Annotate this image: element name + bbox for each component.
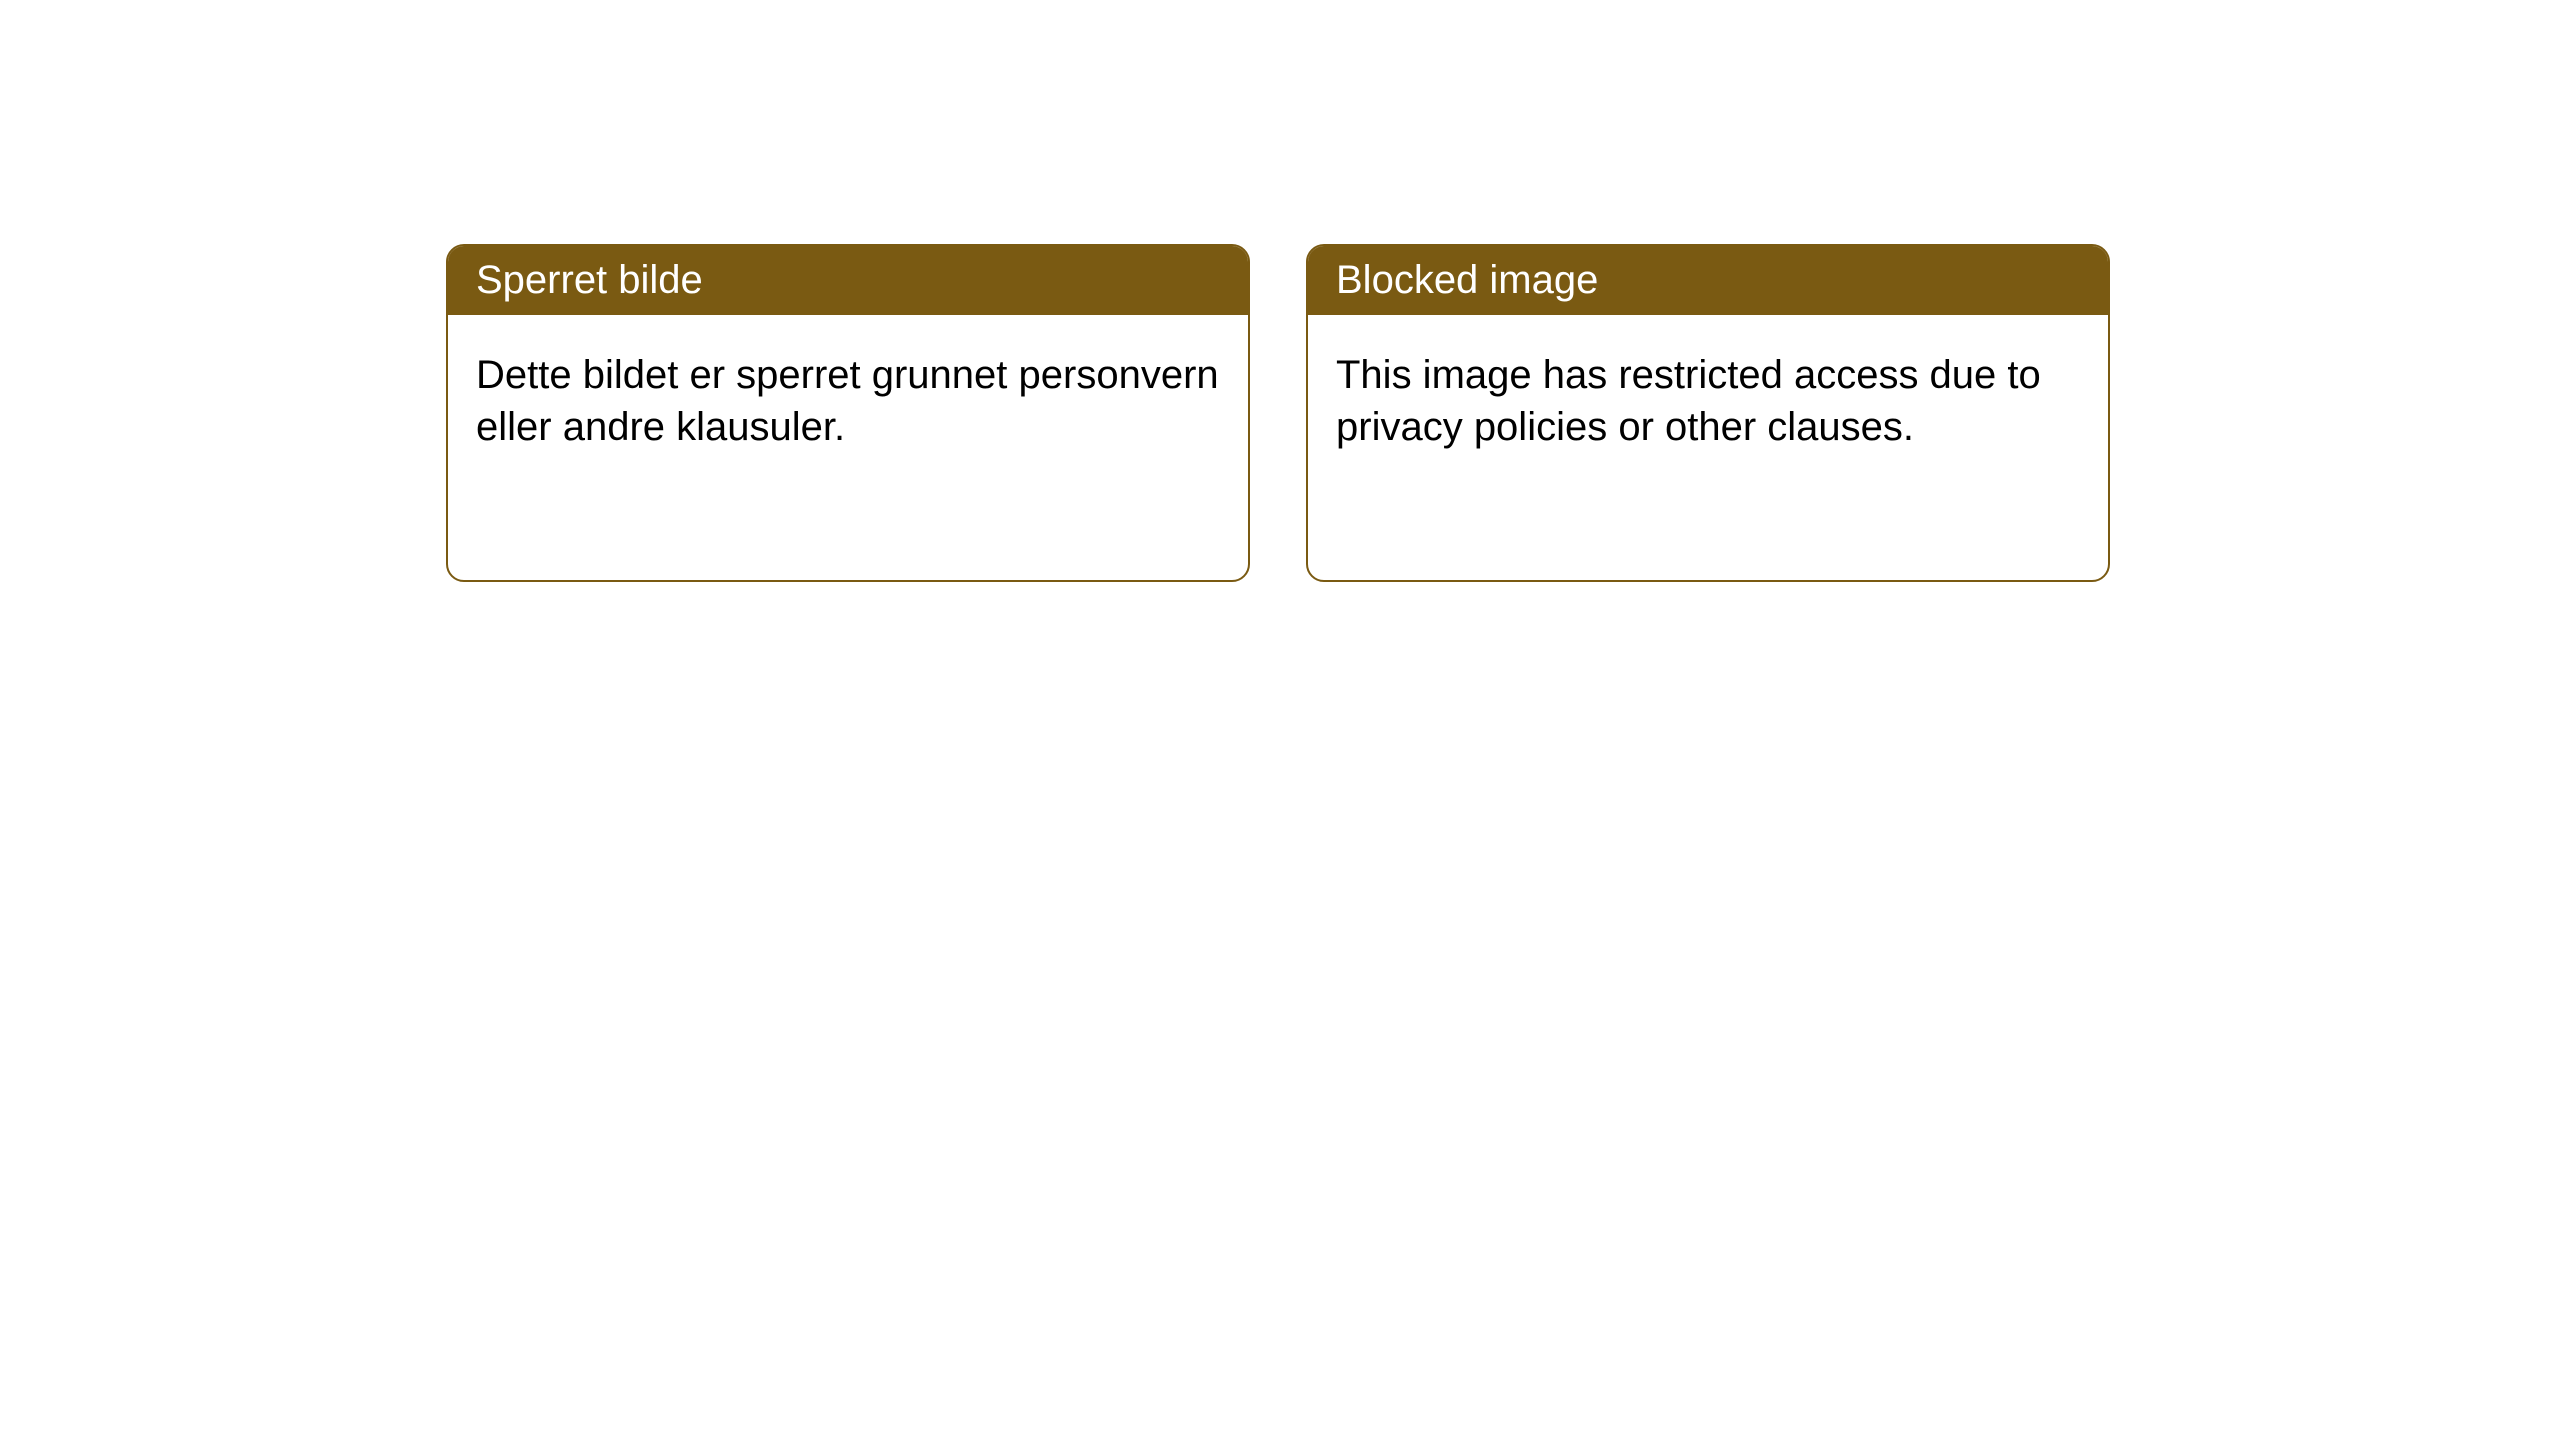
card-body: This image has restricted access due to … bbox=[1308, 315, 2108, 487]
blocked-image-card-english: Blocked image This image has restricted … bbox=[1306, 244, 2110, 582]
card-header: Blocked image bbox=[1308, 246, 2108, 315]
cards-container: Sperret bilde Dette bildet er sperret gr… bbox=[446, 244, 2110, 582]
card-body: Dette bildet er sperret grunnet personve… bbox=[448, 315, 1248, 487]
blocked-image-card-norwegian: Sperret bilde Dette bildet er sperret gr… bbox=[446, 244, 1250, 582]
card-header: Sperret bilde bbox=[448, 246, 1248, 315]
